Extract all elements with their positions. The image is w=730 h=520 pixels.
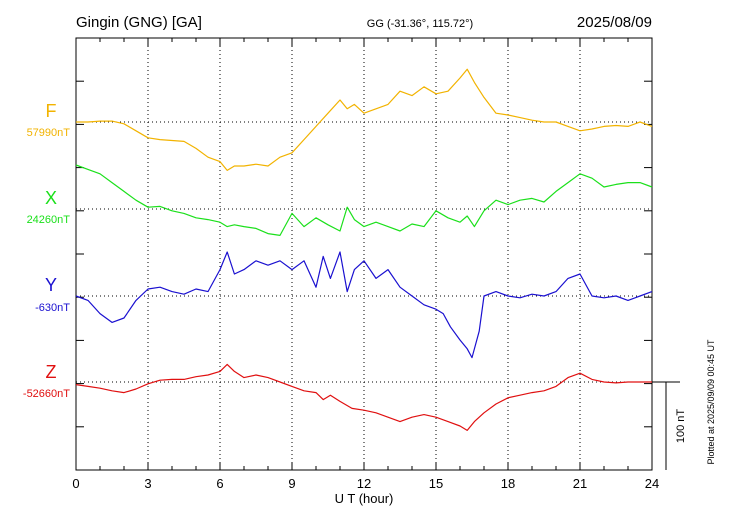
series-group — [75, 68, 653, 431]
x-tick-label: 0 — [72, 476, 79, 491]
series-line-z — [75, 363, 652, 431]
x-tick-label: 12 — [357, 476, 371, 491]
series-line-x — [75, 164, 653, 236]
x-tick-label: 9 — [288, 476, 295, 491]
series-name-f: F — [46, 101, 57, 121]
chart-date: 2025/08/09 — [577, 14, 652, 31]
grid-lines — [76, 38, 652, 470]
station-coordinates: GG (-31.36°, 115.72°) — [367, 18, 473, 30]
x-tick-label: 15 — [429, 476, 443, 491]
x-tick-label: 21 — [573, 476, 587, 491]
x-tick-label: 18 — [501, 476, 515, 491]
chart-title: Gingin (GNG) [GA] — [76, 14, 202, 31]
plotted-timestamp: Plotted at 2025/09/09 00:45 UT — [706, 339, 716, 465]
series-baseline-f: 57990nT — [27, 127, 71, 139]
axis-ticks — [75, 37, 653, 471]
x-tick-label: 24 — [645, 476, 659, 491]
series-name-z: Z — [46, 362, 57, 382]
x-tick-label: 6 — [216, 476, 223, 491]
x-tick-labels: 0 3 6 9 12 15 18 21 24 — [72, 476, 659, 491]
series-name-y: Y — [45, 275, 57, 295]
series-name-x: X — [45, 188, 57, 208]
series-baseline-x: 24260nT — [27, 214, 71, 226]
series-baseline-z: -52660nT — [23, 388, 70, 400]
series-labels: F 57990nT X 24260nT Y -630nT Z -52660nT — [23, 101, 70, 400]
series-baseline-y: -630nT — [35, 302, 70, 314]
scale-bar: 100 nT — [652, 381, 687, 470]
series-line-f — [76, 68, 653, 171]
series-line-y — [75, 251, 653, 359]
x-tick-label: 3 — [144, 476, 151, 491]
x-axis-label: U T (hour) — [335, 491, 394, 506]
scale-bar-label: 100 nT — [675, 409, 687, 444]
